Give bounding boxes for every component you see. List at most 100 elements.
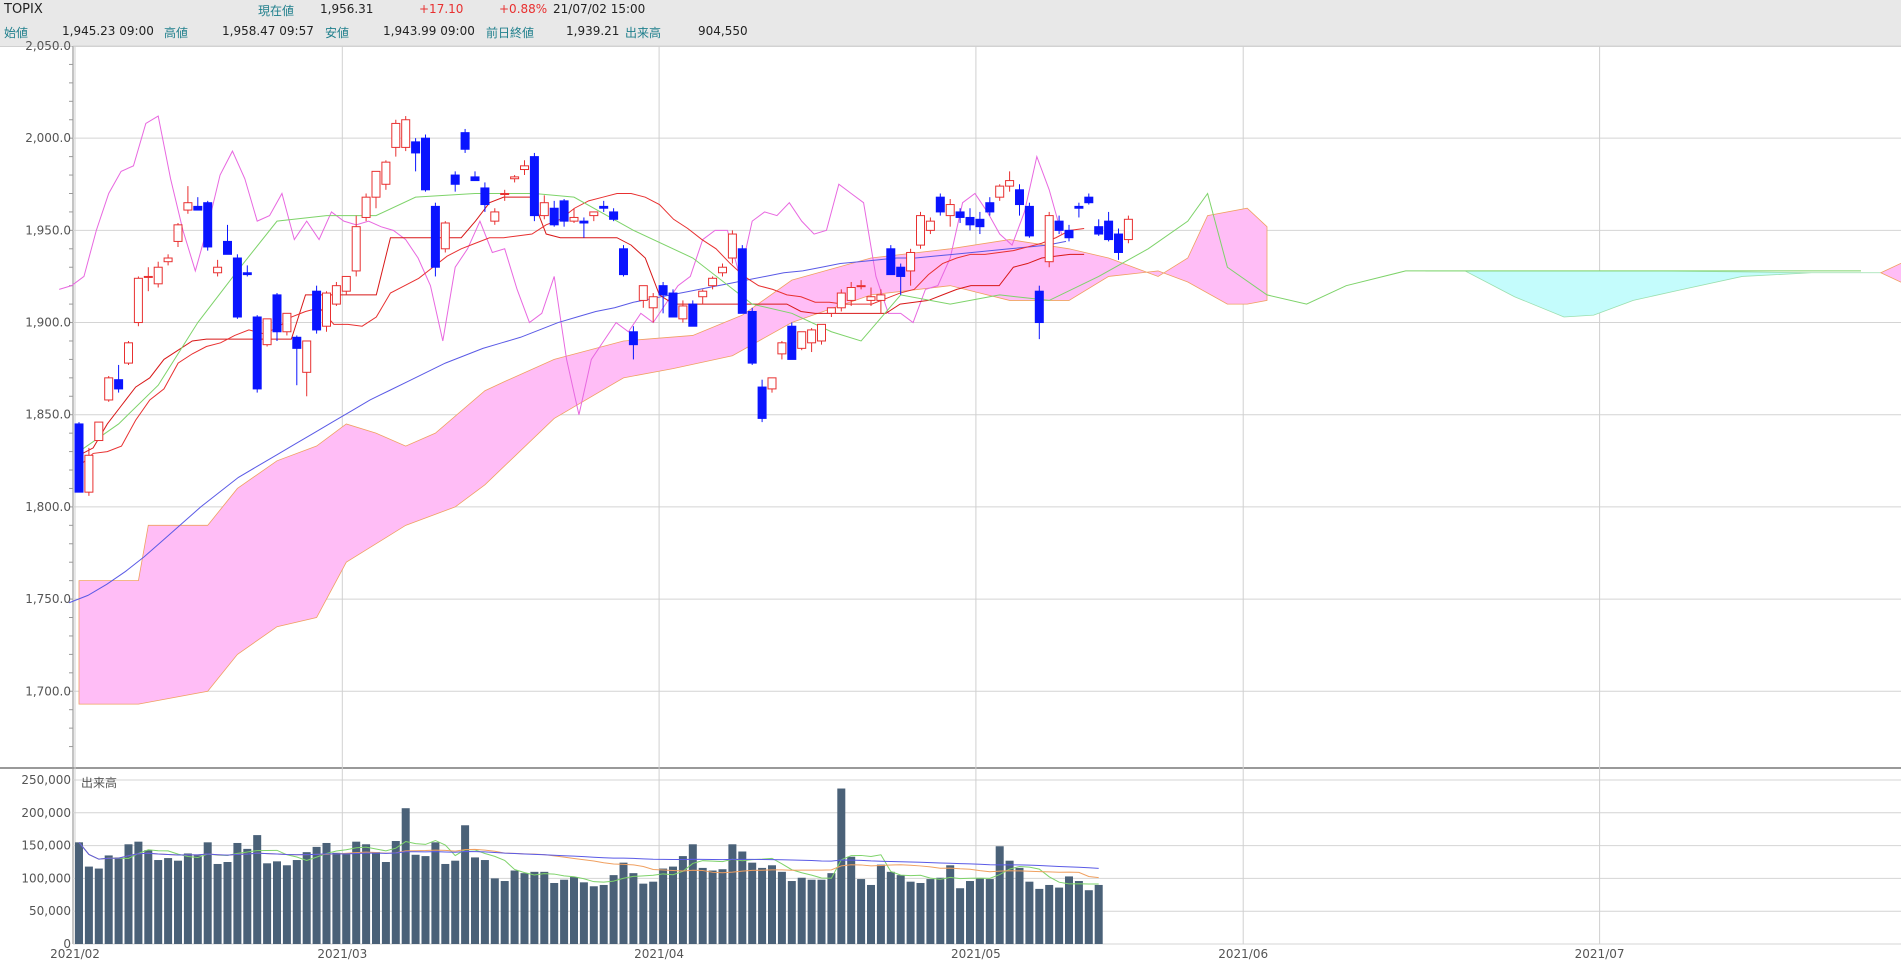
volume-bar — [975, 878, 984, 944]
volume-bar — [312, 846, 321, 944]
candle-up — [569, 216, 579, 222]
candle-up — [302, 340, 312, 373]
volume-bar — [223, 862, 232, 944]
volume-bar — [797, 877, 806, 944]
candle-up — [836, 292, 846, 309]
volume-bar — [441, 863, 450, 944]
volume-bar — [372, 852, 380, 944]
kumo-bullish-area — [78, 207, 1268, 705]
volume-ma-long — [78, 842, 1099, 869]
price-tick-label: 1,850.0 — [25, 408, 71, 422]
kumo-future-area — [1879, 262, 1901, 283]
volume-bar — [401, 808, 410, 944]
volume-bar — [500, 881, 509, 944]
candle-up — [351, 226, 361, 272]
candle-up — [797, 331, 807, 349]
volume-bar — [302, 852, 311, 944]
volume-bar — [619, 862, 628, 944]
date-tick-label: 2021/02 — [50, 947, 100, 961]
volume-bar — [362, 844, 371, 944]
volume-bar — [579, 882, 588, 944]
candle-down — [599, 205, 609, 209]
candle-up — [371, 170, 381, 198]
candle-up — [173, 224, 183, 242]
date-tick-label: 2021/04 — [634, 947, 684, 961]
volume-bar — [193, 855, 202, 944]
candle-up — [153, 266, 163, 285]
candle-down — [1114, 233, 1123, 253]
volume-bar — [748, 862, 757, 944]
volume-bar — [203, 842, 212, 944]
candle-down — [1094, 226, 1104, 235]
volume-bar — [609, 875, 618, 944]
candle-down — [74, 423, 84, 493]
volume-bar — [94, 868, 103, 944]
candle-down — [1104, 220, 1114, 241]
candle-up — [322, 292, 331, 327]
volume-bar — [451, 860, 460, 944]
high-label: 高値 — [164, 26, 189, 40]
candle-up — [916, 215, 925, 246]
volume-bar — [510, 870, 519, 944]
candle-down — [688, 303, 698, 327]
volume-bar — [827, 873, 836, 944]
candle-up — [1044, 215, 1054, 263]
volume-bar — [134, 841, 143, 944]
price-tick-label: 1,950.0 — [25, 223, 71, 237]
candle-up — [945, 204, 955, 217]
volume-bar — [1074, 881, 1083, 944]
candle-down — [747, 310, 757, 364]
volume-bar — [599, 884, 608, 944]
volume-bar — [787, 881, 796, 944]
candle-up — [143, 275, 153, 278]
moving-average-line — [68, 240, 1067, 604]
candle-up — [500, 192, 510, 195]
volume-bar — [570, 877, 578, 944]
candle-up — [876, 294, 886, 301]
volume-bar — [956, 888, 965, 944]
quote-datetime: 21/07/02 15:00 — [553, 2, 646, 16]
volume-bar — [243, 848, 252, 944]
candle-down — [460, 132, 470, 150]
volume-tick-label: 50,000 — [29, 904, 71, 918]
volume-bar — [936, 877, 945, 944]
volume-bar — [857, 879, 866, 944]
volume-bar — [639, 883, 648, 944]
candle-up — [1005, 180, 1015, 187]
volume-bar — [678, 856, 687, 944]
volume-bar — [263, 863, 272, 944]
volume-bar — [817, 879, 826, 944]
candle-up — [727, 233, 737, 259]
volume-bar — [480, 860, 489, 944]
candle-down — [223, 240, 232, 255]
candle-up — [401, 119, 411, 148]
price-tick-label: 1,750.0 — [25, 592, 71, 606]
candle-down — [292, 336, 302, 349]
candle-up — [718, 266, 727, 274]
candle-down — [619, 248, 628, 276]
volume-bar — [1045, 884, 1054, 944]
low-value: 1,943.99 09:00 — [383, 24, 475, 38]
volume-bar — [292, 860, 301, 944]
date-tick-label: 2021/03 — [317, 947, 367, 961]
candle-up — [698, 290, 708, 298]
candle-down — [242, 272, 252, 276]
candle-down — [1074, 205, 1084, 209]
candle-up — [213, 266, 223, 274]
volume-bar — [728, 844, 737, 944]
candle-up — [262, 318, 272, 346]
volume-bar — [995, 846, 1004, 944]
candle-down — [193, 205, 203, 211]
candle-down — [757, 386, 767, 419]
candle-down — [1024, 205, 1034, 237]
volume-bar — [629, 873, 638, 944]
candle-down — [1064, 229, 1074, 239]
candle-down — [114, 379, 124, 390]
candle-down — [658, 285, 668, 296]
volume-bar — [926, 879, 935, 944]
volume-bar — [282, 865, 291, 944]
volume-bar — [381, 862, 390, 944]
volume-bar — [391, 841, 400, 944]
candle-down — [232, 257, 242, 318]
volume-bar — [966, 881, 974, 944]
